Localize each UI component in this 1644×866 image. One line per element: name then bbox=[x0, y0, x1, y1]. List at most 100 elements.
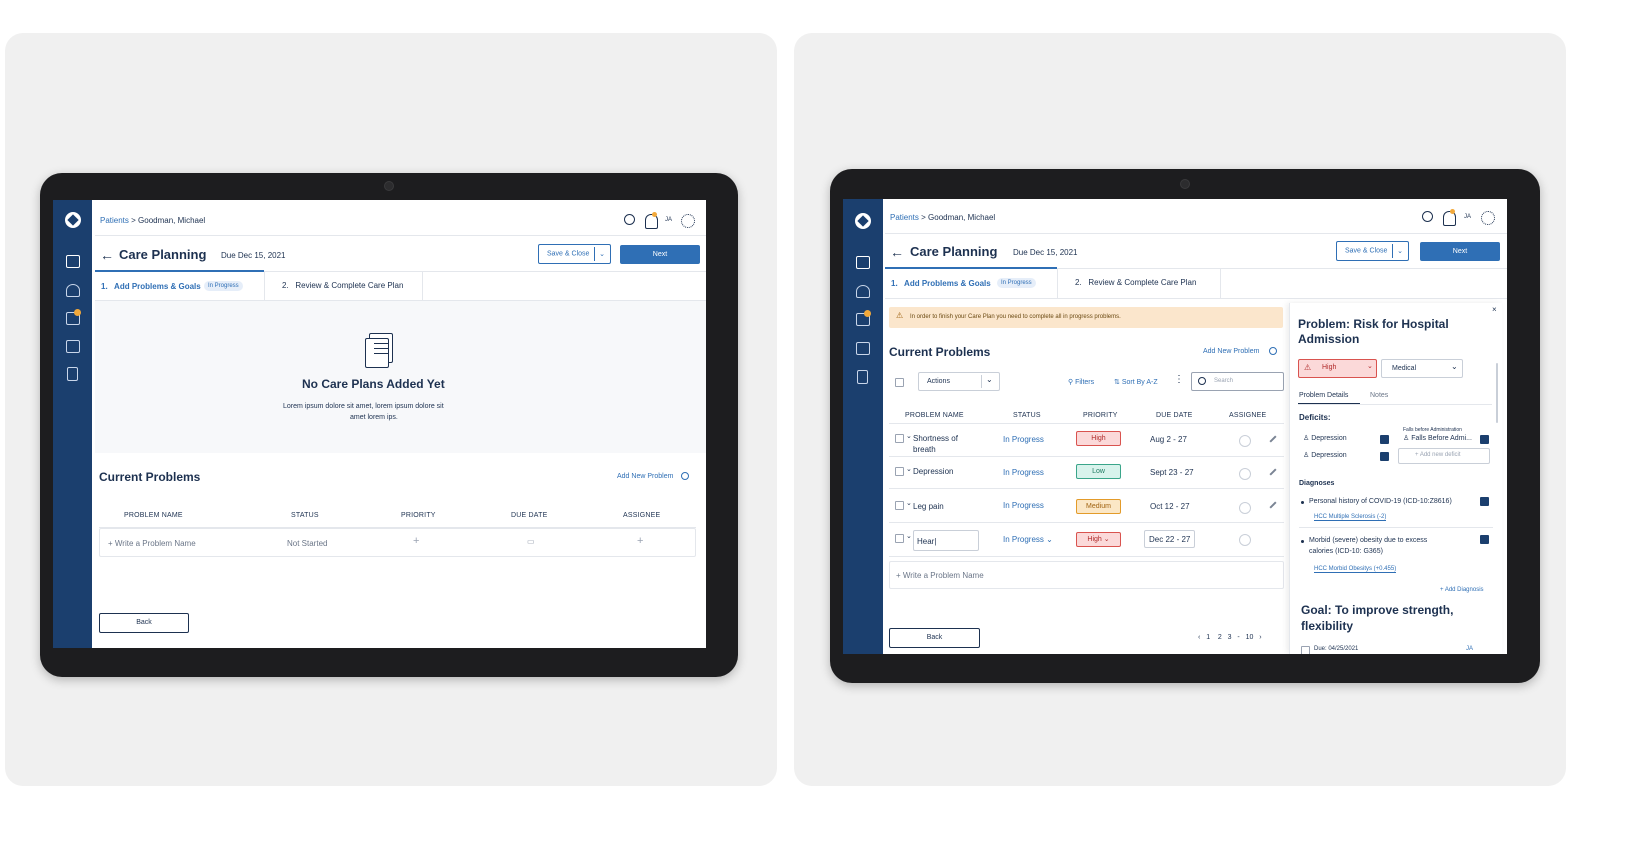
row-checkbox[interactable] bbox=[895, 434, 904, 443]
problem-name[interactable]: Shortness of bbox=[913, 434, 958, 443]
next-button[interactable]: Next bbox=[1420, 242, 1500, 261]
due-date-cell[interactable]: Sept 23 - 27 bbox=[1150, 468, 1194, 477]
status-dropdown[interactable]: In Progress bbox=[1003, 501, 1044, 510]
diagnosis-checkbox[interactable] bbox=[1480, 497, 1489, 506]
tab-notes[interactable]: Notes bbox=[1370, 392, 1389, 399]
calendar-icon[interactable]: ▭ bbox=[527, 537, 535, 546]
assignee-avatar-icon[interactable] bbox=[1239, 502, 1251, 514]
nav-calendar-icon[interactable] bbox=[66, 340, 80, 353]
chevron-down-icon[interactable]: ⌄ bbox=[1397, 248, 1403, 255]
deficit-checkbox[interactable] bbox=[1380, 452, 1389, 461]
nav-tasks-icon[interactable] bbox=[66, 312, 80, 325]
save-close-button[interactable]: Save & Close ⌄ bbox=[538, 244, 611, 264]
assignee-avatar-icon[interactable] bbox=[1239, 468, 1251, 480]
page-2[interactable]: 2 bbox=[1217, 634, 1222, 641]
tab-add-problems[interactable]: 1. Add Problems & Goals bbox=[891, 279, 991, 288]
problem-name-input[interactable]: Hear| bbox=[913, 530, 979, 551]
row-expand-icon[interactable]: ⌄ bbox=[906, 466, 912, 473]
due-date-cell[interactable]: Oct 12 - 27 bbox=[1150, 502, 1190, 511]
settings-gear-icon[interactable] bbox=[681, 214, 695, 228]
row-checkbox[interactable] bbox=[895, 534, 904, 543]
nav-home-icon[interactable] bbox=[66, 255, 80, 268]
write-problem-name-row[interactable]: + Write a Problem Name bbox=[889, 561, 1284, 589]
close-panel-icon[interactable]: × bbox=[1492, 305, 1497, 314]
back-button[interactable]: Back bbox=[889, 628, 980, 648]
add-circle-icon[interactable] bbox=[681, 472, 689, 480]
next-page-icon[interactable]: › bbox=[1259, 634, 1262, 641]
nav-documents-icon[interactable] bbox=[67, 367, 78, 381]
row-expand-icon[interactable]: ⌄ bbox=[906, 433, 912, 440]
goal-checkbox[interactable] bbox=[1301, 646, 1310, 654]
priority-badge[interactable]: High bbox=[1076, 431, 1121, 446]
hcc-tag[interactable]: HCC Morbid Obesitys (+0.455) bbox=[1314, 566, 1397, 573]
breadcrumb-patients-link[interactable]: Patients bbox=[890, 213, 919, 222]
back-arrow-icon[interactable]: ← bbox=[100, 247, 114, 263]
notifications-bell-icon[interactable] bbox=[1443, 211, 1456, 226]
tab-problem-details[interactable]: Problem Details bbox=[1299, 392, 1349, 399]
nav-calendar-icon[interactable] bbox=[856, 342, 870, 355]
chevron-down-icon[interactable]: ⌄ bbox=[986, 375, 993, 384]
problem-name[interactable]: Depression bbox=[913, 467, 954, 476]
sort-button[interactable]: ⇅ Sort By A-Z bbox=[1114, 379, 1158, 386]
search-icon[interactable] bbox=[1422, 211, 1433, 222]
write-problem-name-input[interactable]: + Write a Problem Name bbox=[108, 539, 196, 548]
page-3[interactable]: 3 bbox=[1227, 634, 1232, 641]
notifications-bell-icon[interactable] bbox=[645, 214, 658, 229]
more-options-icon[interactable]: ⋮ bbox=[1174, 374, 1184, 385]
status-dropdown[interactable]: In Progress bbox=[1003, 435, 1044, 444]
deficit-checkbox[interactable] bbox=[1380, 435, 1389, 444]
add-new-problem-link[interactable]: Add New Problem bbox=[1203, 348, 1260, 355]
chevron-down-icon[interactable]: ⌄ bbox=[599, 251, 605, 258]
back-arrow-icon[interactable]: ← bbox=[890, 244, 904, 260]
hcc-tag[interactable]: HCC Multiple Sclerosis (-2) bbox=[1314, 514, 1387, 521]
priority-dropdown[interactable]: High ⌄ bbox=[1076, 532, 1121, 547]
edit-pencil-icon[interactable] bbox=[1269, 468, 1277, 476]
due-date-cell[interactable]: Aug 2 - 27 bbox=[1150, 435, 1187, 444]
panel-scrollbar[interactable] bbox=[1496, 363, 1498, 423]
row-expand-icon[interactable]: ⌄ bbox=[906, 533, 912, 540]
nav-patients-icon[interactable] bbox=[66, 284, 80, 297]
next-button[interactable]: Next bbox=[620, 245, 700, 264]
write-problem-name-input[interactable]: + Write a Problem Name bbox=[896, 571, 984, 580]
breadcrumb-patients-link[interactable]: Patients bbox=[100, 216, 129, 225]
diagnosis-checkbox[interactable] bbox=[1480, 535, 1489, 544]
nav-documents-icon[interactable] bbox=[857, 370, 868, 384]
due-date-input[interactable]: Dec 22 - 27 bbox=[1144, 530, 1195, 548]
user-initials[interactable]: JA bbox=[1464, 214, 1472, 220]
tab-review-complete[interactable]: 2. Review & Complete Care Plan bbox=[282, 281, 403, 290]
row-expand-icon[interactable]: ⌄ bbox=[906, 500, 912, 507]
tab-review-complete[interactable]: 2. Review & Complete Care Plan bbox=[1075, 278, 1196, 287]
deficit-checkbox[interactable] bbox=[1480, 435, 1489, 444]
nav-tasks-icon[interactable] bbox=[856, 313, 870, 326]
page-1[interactable]: 1 bbox=[1206, 634, 1211, 641]
add-circle-icon[interactable] bbox=[1269, 347, 1277, 355]
save-close-button[interactable]: Save & Close ⌄ bbox=[1336, 241, 1409, 261]
priority-badge[interactable]: Medium bbox=[1076, 499, 1121, 514]
assignee-avatar-icon[interactable] bbox=[1239, 435, 1251, 447]
problem-name[interactable]: Leg pain bbox=[913, 502, 944, 511]
status-dropdown[interactable]: In Progress ⌄ bbox=[1003, 535, 1053, 544]
prev-page-icon[interactable]: ‹ bbox=[1198, 634, 1201, 641]
panel-priority-dropdown[interactable]: ⚠ High ⌄ bbox=[1298, 359, 1377, 378]
add-new-deficit-input[interactable]: + Add new deficit bbox=[1398, 448, 1490, 464]
search-input[interactable]: Search bbox=[1191, 372, 1284, 391]
add-assignee-icon[interactable]: + bbox=[637, 535, 644, 547]
edit-pencil-icon[interactable] bbox=[1269, 501, 1277, 509]
problem-name[interactable]: breath bbox=[913, 445, 936, 454]
nav-patients-icon[interactable] bbox=[856, 285, 870, 298]
problem-type-dropdown[interactable]: Medical ⌄ bbox=[1381, 359, 1463, 378]
filters-button[interactable]: ⚲ Filters bbox=[1068, 379, 1095, 386]
app-logo[interactable] bbox=[855, 213, 871, 229]
add-priority-icon[interactable]: + bbox=[413, 535, 420, 547]
add-diagnosis-link[interactable]: + Add Diagnosis bbox=[1440, 587, 1484, 593]
tab-add-problems[interactable]: 1. Add Problems & Goals bbox=[101, 282, 201, 291]
page-10[interactable]: 10 bbox=[1245, 634, 1254, 641]
app-logo[interactable] bbox=[65, 212, 81, 228]
priority-badge[interactable]: Low bbox=[1076, 464, 1121, 479]
row-checkbox[interactable] bbox=[895, 501, 904, 510]
row-checkbox[interactable] bbox=[895, 467, 904, 476]
table-row[interactable]: + Write a Problem Name Not Started + ▭ + bbox=[99, 528, 696, 557]
user-initials[interactable]: JA bbox=[665, 217, 673, 223]
settings-gear-icon[interactable] bbox=[1481, 211, 1495, 225]
nav-home-icon[interactable] bbox=[856, 256, 870, 269]
